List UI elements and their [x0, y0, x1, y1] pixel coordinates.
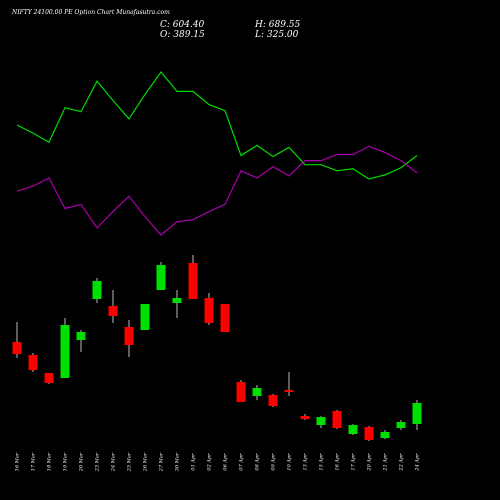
x-tick-label: 30 Mar	[175, 452, 181, 471]
candle-body	[172, 298, 182, 303]
close-info: C: 604.40	[160, 20, 205, 30]
candle-body	[332, 411, 342, 428]
candle-body	[76, 332, 86, 340]
x-tick-label: 10 Apr	[287, 453, 293, 471]
x-tick-label: 20 Mar	[79, 452, 85, 472]
candle-body	[156, 265, 166, 290]
candle-body	[108, 306, 118, 316]
candle-body	[60, 325, 70, 378]
low-info: L: 325.00	[254, 30, 299, 40]
candle-body	[300, 416, 310, 419]
x-tick-label: 23 Mar	[95, 452, 101, 472]
candle-body	[412, 403, 422, 424]
x-tick-label: 01 Apr	[191, 453, 197, 471]
x-tick-label: 20 Apr	[367, 453, 373, 472]
candle-body	[236, 382, 246, 402]
candle-body	[28, 355, 38, 370]
x-tick-label: 17 Mar	[31, 452, 37, 471]
candle-body	[364, 427, 374, 440]
candle-body	[204, 298, 214, 323]
line-series	[16, 145, 418, 236]
x-tick-label: 15 Apr	[319, 453, 325, 471]
candle-body	[396, 422, 406, 428]
x-tick-label: 13 Apr	[303, 453, 309, 471]
x-tick-label: 26 Mar	[143, 452, 149, 472]
candle-body	[44, 373, 54, 383]
x-tick-label: 24 Apr	[415, 453, 421, 472]
x-tick-label: 16 Apr	[335, 453, 341, 471]
open-info: O: 389.15	[160, 30, 205, 40]
x-tick-label: 24 Mar	[111, 452, 117, 472]
x-tick-label: 06 Apr	[223, 453, 229, 471]
x-tick-label: 19 Mar	[63, 452, 69, 471]
candle-body	[380, 432, 390, 438]
x-tick-label: 25 Mar	[127, 452, 133, 472]
candle-body	[252, 388, 262, 396]
x-tick-label: 09 Apr	[271, 453, 277, 471]
candle-body	[140, 304, 150, 330]
candle-body	[284, 390, 294, 392]
candle-body	[316, 417, 326, 425]
candle-body	[268, 395, 278, 406]
candle-body	[92, 281, 102, 299]
candle-body	[220, 304, 230, 332]
candle-body	[124, 327, 134, 345]
x-tick-label: 21 Apr	[383, 453, 389, 472]
x-tick-label: 18 Mar	[47, 452, 53, 471]
x-tick-label: 17 Apr	[351, 453, 357, 471]
x-tick-label: 22 Apr	[399, 453, 405, 472]
candle-body	[12, 342, 22, 354]
x-tick-label: 02 Apr	[207, 453, 213, 471]
x-tick-label: 08 Apr	[255, 453, 261, 471]
candle-body	[188, 263, 198, 299]
candle-body	[348, 425, 358, 434]
high-info: H: 689.55	[254, 20, 301, 30]
x-tick-label: 27 Mar	[159, 452, 165, 472]
chart-title: NIFTY 24100.00 PE Option Chart Munafasut…	[11, 9, 170, 16]
x-tick-label: 16 Mar	[15, 452, 21, 471]
line-series	[16, 71, 418, 180]
x-tick-label: 07 Apr	[239, 453, 245, 471]
